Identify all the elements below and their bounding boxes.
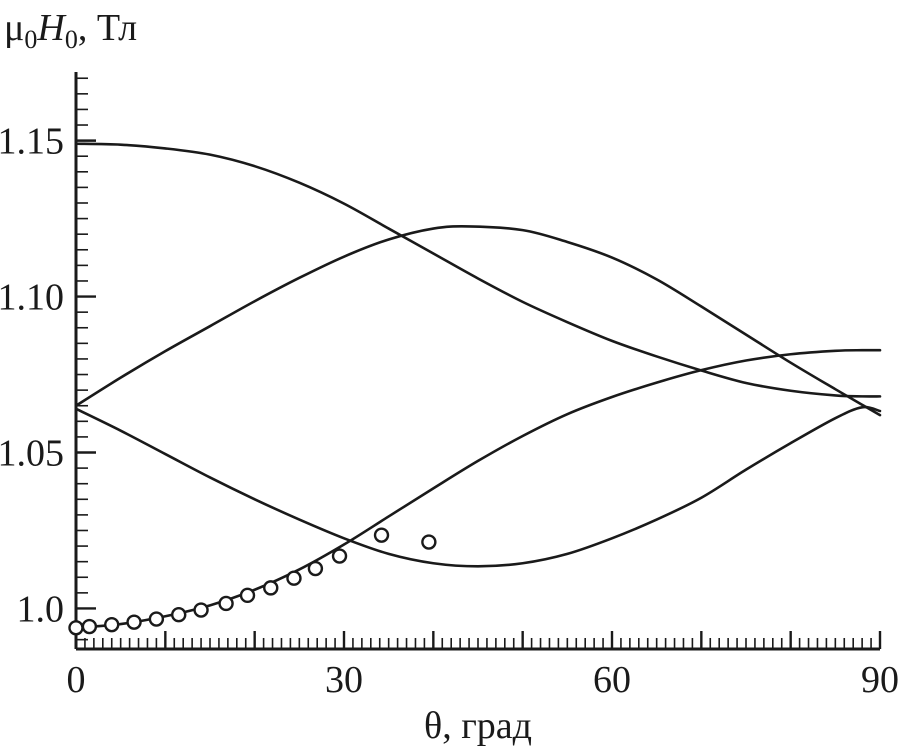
- x-tick-label: 30: [325, 659, 363, 701]
- tick-labels: 0 30 60 90 1.0 1.05 1.10 1.15: [0, 121, 899, 701]
- y-tick-label: 1.05: [0, 433, 64, 475]
- series-line-3: [74, 405, 882, 568]
- data-point-marker: [218, 595, 234, 612]
- axes: [74, 72, 880, 651]
- data-point-marker: [68, 620, 84, 636]
- series-lines: [74, 142, 882, 630]
- data-point-marker: [126, 614, 142, 630]
- data-point-marker: [331, 548, 348, 564]
- x-axis-title: θ, град: [424, 705, 532, 747]
- data-point-marker: [307, 560, 324, 577]
- x-tick-label: 60: [593, 659, 631, 701]
- y-tick-label: 1.15: [0, 121, 64, 163]
- series-line-4: [74, 348, 882, 630]
- data-point-marker: [373, 527, 390, 543]
- y-tick-label: 1.0: [17, 588, 65, 630]
- x-tick-label: 0: [67, 659, 86, 701]
- series-line-2: [74, 225, 882, 417]
- y-tick-label: 1.10: [0, 277, 64, 319]
- axis-ticks: [74, 77, 882, 649]
- data-point-marker: [81, 618, 98, 635]
- data-point-marker: [193, 602, 209, 618]
- data-point-marker: [286, 570, 302, 586]
- x-tick-label: 90: [861, 659, 899, 701]
- data-point-marker: [148, 611, 165, 627]
- data-point-marker: [263, 580, 279, 596]
- data-point-marker: [239, 587, 256, 604]
- data-markers: [68, 527, 437, 636]
- data-point-marker: [171, 606, 187, 623]
- y-axis-title: μ0H0, Тл: [4, 7, 137, 54]
- series-line-1: [74, 142, 882, 398]
- data-point-marker: [104, 616, 120, 633]
- data-point-marker: [421, 534, 437, 550]
